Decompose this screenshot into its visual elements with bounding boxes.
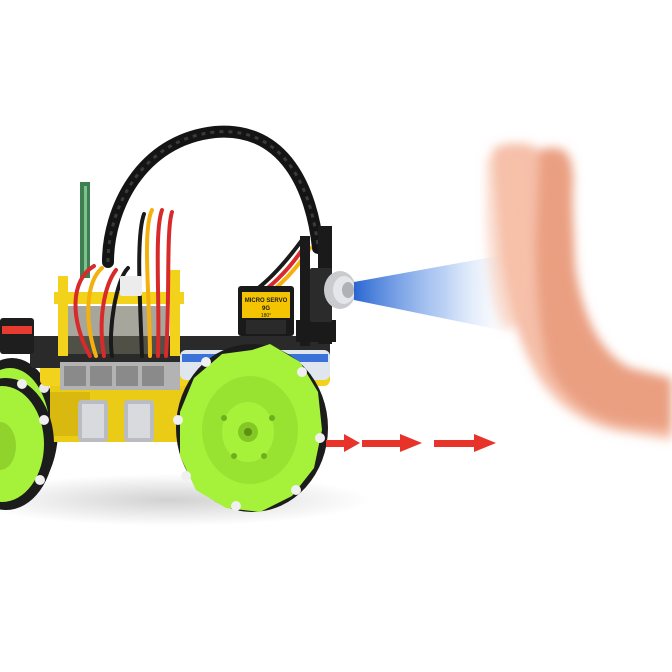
servo-label-line3: 180° bbox=[261, 313, 271, 319]
motion-arrow bbox=[362, 434, 422, 452]
cable-loop bbox=[102, 125, 324, 268]
micro-servo: MICRO SERVO 9G 180° bbox=[238, 286, 294, 336]
motion-arrows bbox=[326, 434, 496, 452]
left-mecanum-wheel bbox=[0, 378, 54, 510]
motion-arrow bbox=[326, 434, 360, 452]
upper-platform bbox=[54, 292, 184, 304]
front-mecanum-wheel bbox=[173, 344, 328, 512]
floor-shadow bbox=[0, 474, 370, 526]
hand bbox=[486, 143, 672, 440]
servo-label-line2: 9G bbox=[262, 306, 270, 312]
ultrasonic-beam bbox=[354, 252, 520, 334]
robot-car: MICRO SERVO 9G 180° bbox=[0, 125, 356, 512]
ultrasonic-sensor bbox=[310, 268, 356, 322]
motion-arrow bbox=[434, 434, 496, 452]
servo-label-line1: MICRO SERVO bbox=[245, 298, 288, 304]
sensor-bracket bbox=[300, 236, 310, 346]
